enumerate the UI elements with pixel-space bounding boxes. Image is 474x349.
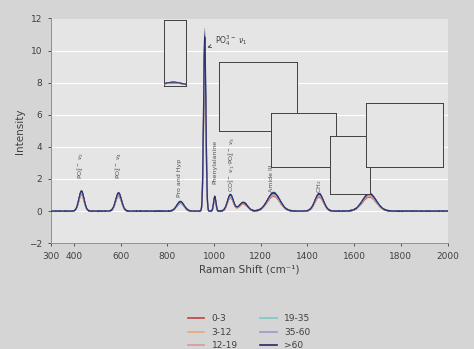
12-19 — [361, 198, 366, 202]
>60 — [48, 209, 54, 213]
35-60 — [68, 209, 74, 213]
Line: 19-35: 19-35 — [51, 50, 447, 211]
Text: PO$_4^{3-}$ $\nu_1$: PO$_4^{3-}$ $\nu_1$ — [208, 33, 248, 48]
19-35 — [66, 209, 72, 214]
35-60 — [230, 199, 236, 203]
>60 — [157, 209, 163, 214]
35-60 — [435, 209, 440, 214]
0-3 — [445, 209, 450, 213]
3-12 — [445, 209, 450, 213]
3-12 — [420, 209, 426, 214]
3-12 — [361, 199, 366, 203]
19-35 — [445, 209, 450, 213]
X-axis label: Raman Shift (cm⁻¹): Raman Shift (cm⁻¹) — [199, 265, 300, 275]
3-12 — [434, 209, 439, 213]
3-12 — [241, 202, 246, 206]
Legend: 0-3, 3-12, 12-19, 19-35, 35-60, >60: 0-3, 3-12, 12-19, 19-35, 35-60, >60 — [184, 311, 314, 349]
0-3 — [55, 209, 61, 214]
12-19 — [48, 209, 54, 213]
12-19 — [202, 54, 208, 59]
0-3 — [231, 201, 237, 205]
3-12 — [433, 209, 439, 213]
>60 — [241, 201, 247, 205]
Text: Amide III: Amide III — [269, 164, 274, 192]
Line: 3-12: 3-12 — [51, 61, 447, 211]
3-12 — [230, 200, 236, 204]
19-35 — [433, 209, 439, 213]
35-60 — [48, 209, 54, 213]
Text: Phenylalanine: Phenylalanine — [212, 140, 217, 184]
19-35 — [202, 48, 208, 52]
12-19 — [445, 209, 450, 213]
0-3 — [202, 63, 208, 67]
3-12 — [202, 59, 208, 64]
Text: CH$_2$: CH$_2$ — [315, 180, 324, 193]
0-3 — [433, 209, 439, 213]
12-19 — [68, 209, 74, 213]
>60 — [231, 199, 237, 203]
0-3 — [434, 209, 439, 213]
19-35 — [68, 209, 74, 213]
>60 — [445, 209, 450, 213]
35-60 — [433, 209, 439, 213]
19-35 — [48, 209, 54, 213]
Line: 35-60: 35-60 — [51, 44, 447, 211]
Text: PO$_4^{3-}$ $\nu_2$: PO$_4^{3-}$ $\nu_2$ — [75, 152, 86, 179]
35-60 — [241, 201, 246, 205]
Text: Pro and Hyp: Pro and Hyp — [177, 159, 182, 198]
35-60 — [202, 42, 208, 46]
0-3 — [48, 209, 54, 213]
Text: Amide I: Amide I — [365, 170, 371, 193]
>60 — [434, 209, 439, 213]
35-60 — [361, 198, 366, 202]
0-3 — [361, 199, 366, 203]
0-3 — [241, 202, 247, 206]
12-19 — [230, 200, 236, 204]
Y-axis label: Intensity: Intensity — [15, 108, 25, 154]
19-35 — [361, 198, 366, 202]
19-35 — [231, 200, 237, 204]
35-60 — [445, 209, 450, 213]
Line: 12-19: 12-19 — [51, 57, 447, 211]
>60 — [202, 35, 208, 39]
12-19 — [394, 209, 400, 214]
>60 — [361, 197, 366, 201]
>60 — [68, 209, 74, 213]
12-19 — [434, 209, 439, 213]
Text: PO$_4^{3-}$ $\nu_4$: PO$_4^{3-}$ $\nu_4$ — [113, 152, 124, 179]
19-35 — [434, 209, 439, 213]
>60 — [433, 209, 439, 213]
Line: >60: >60 — [51, 37, 447, 211]
19-35 — [241, 201, 247, 205]
Text: CO$_3^{2-}$ $\nu_1$$\cdot$PO$_4^{3-}$ $\nu_3$: CO$_3^{2-}$ $\nu_1$$\cdot$PO$_4^{3-}$ $\… — [226, 137, 237, 192]
3-12 — [48, 209, 54, 213]
0-3 — [68, 209, 74, 213]
3-12 — [68, 209, 74, 213]
12-19 — [241, 201, 246, 206]
35-60 — [433, 209, 439, 213]
Line: 0-3: 0-3 — [51, 65, 447, 211]
12-19 — [433, 209, 439, 213]
